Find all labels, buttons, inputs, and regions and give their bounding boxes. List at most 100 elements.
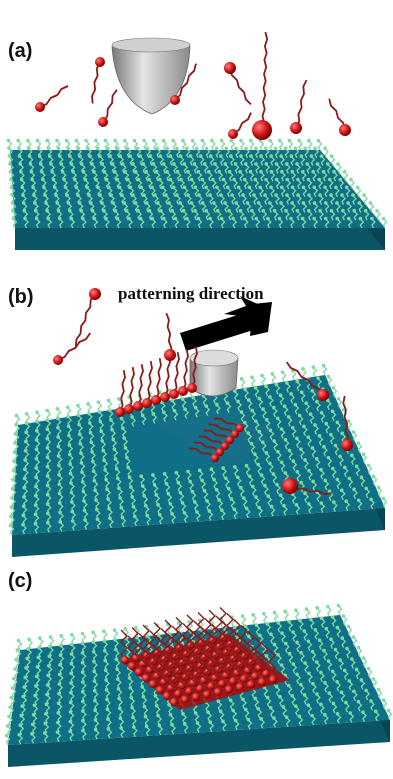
monolayer-head: [185, 216, 189, 221]
monolayer-chain: [254, 179, 260, 190]
molecule-chain: [155, 358, 162, 401]
monolayer-head: [143, 503, 148, 508]
monolayer-head: [164, 193, 168, 197]
monolayer-chain: [351, 659, 356, 669]
monolayer-head: [171, 185, 176, 190]
monolayer-chain: [275, 384, 281, 395]
monolayer-head: [262, 611, 266, 616]
monolayer-chain: [230, 156, 235, 166]
monolayer-chain: [31, 724, 37, 735]
monolayer-head: [68, 208, 72, 213]
monolayer-head: [34, 428, 39, 433]
monolayer-chain: [258, 431, 264, 442]
monolayer-head: [93, 708, 97, 712]
monolayer-head: [239, 154, 243, 158]
monolayer-head: [52, 185, 57, 190]
monolayer-head: [80, 660, 85, 665]
monolayer-chain: [328, 693, 334, 703]
monolayer-head: [287, 619, 291, 624]
monolayer-chain: [316, 401, 321, 412]
monolayer-chain: [362, 658, 368, 668]
monolayer-head: [24, 421, 29, 425]
monolayer-chain: [190, 202, 196, 213]
monolayer-head: [68, 710, 73, 714]
monolayer-chain: [284, 643, 290, 654]
monolayer-chain: [162, 140, 168, 151]
monolayer-head: [349, 177, 353, 182]
monolayer-chain: [280, 665, 286, 675]
monolayer-head: [311, 681, 315, 686]
monolayer-head: [19, 177, 24, 182]
monolayer-chain: [39, 638, 44, 648]
sam-molecule-head: [200, 676, 208, 684]
monolayer-chain: [144, 505, 150, 516]
monolayer-chain: [357, 443, 363, 453]
monolayer-head: [57, 691, 61, 696]
monolayer-chain: [335, 187, 340, 198]
monolayer-head: [45, 208, 49, 213]
monolayer-head: [92, 669, 96, 674]
monolayer-head: [154, 169, 159, 174]
monolayer-head: [25, 656, 29, 661]
monolayer-head: [55, 407, 60, 411]
monolayer-chain: [296, 163, 301, 174]
monolayer-head: [346, 201, 350, 205]
monolayer-chain: [173, 163, 178, 174]
monolayer-chain: [322, 365, 328, 376]
monolayer-chain: [113, 630, 119, 640]
monolayer-head: [113, 638, 117, 642]
monolayer-head: [279, 460, 284, 465]
monolayer-head: [113, 208, 118, 213]
monolayer-chain: [93, 681, 99, 691]
monolayer-chain: [269, 202, 274, 213]
monolayer-chain: [287, 685, 293, 696]
monolayer-chain: [129, 687, 135, 698]
monolayer-chain: [331, 671, 337, 682]
monolayer-head: [117, 696, 121, 701]
monolayer-head: [102, 208, 106, 213]
monolayer-head: [22, 685, 27, 689]
monolayer-head: [11, 208, 15, 213]
monolayer-head: [32, 703, 37, 707]
monolayer-head: [138, 216, 143, 221]
monolayer-chain: [360, 477, 366, 488]
monolayer-head: [263, 483, 267, 488]
monolayer-chain: [93, 661, 98, 672]
monolayer-head: [290, 425, 295, 430]
monolayer-head: [319, 154, 324, 158]
monolayer-head: [80, 641, 85, 645]
monolayer-chain: [292, 370, 297, 381]
monolayer-head: [45, 138, 50, 143]
monolayer-head: [257, 429, 262, 434]
monolayer-head: [231, 216, 235, 221]
monolayer-chain: [130, 697, 136, 708]
monolayer-head: [277, 138, 282, 143]
monolayer-chain: [302, 187, 308, 198]
monolayer-chain: [273, 718, 278, 728]
monolayer-head: [229, 154, 233, 158]
monolayer-head: [273, 146, 278, 151]
monolayer-chain: [327, 457, 333, 468]
monolayer-head: [96, 400, 101, 404]
monolayer-head: [297, 413, 302, 418]
monolayer-head: [192, 162, 197, 166]
monolayer-head: [33, 208, 38, 213]
monolayer-chain: [34, 523, 40, 534]
monolayer-chain: [270, 634, 275, 644]
monolayer-chain: [197, 218, 203, 229]
monolayer-head: [200, 201, 205, 205]
monolayer-chain: [157, 504, 162, 515]
monolayer-chain: [141, 486, 147, 496]
monolayer-chain: [260, 171, 265, 182]
monolayer-head: [58, 643, 63, 648]
monolayer-head: [375, 208, 379, 213]
panel-c: (c): [0, 560, 393, 779]
monolayer-head: [299, 447, 303, 451]
monolayer-chain: [94, 700, 99, 711]
sam-molecule-head: [185, 687, 193, 695]
monolayer-chain: [221, 510, 226, 520]
monolayer-chain: [288, 450, 294, 461]
molecule-head: [133, 401, 143, 411]
monolayer-chain: [240, 378, 246, 389]
monolayer-head: [183, 407, 187, 412]
